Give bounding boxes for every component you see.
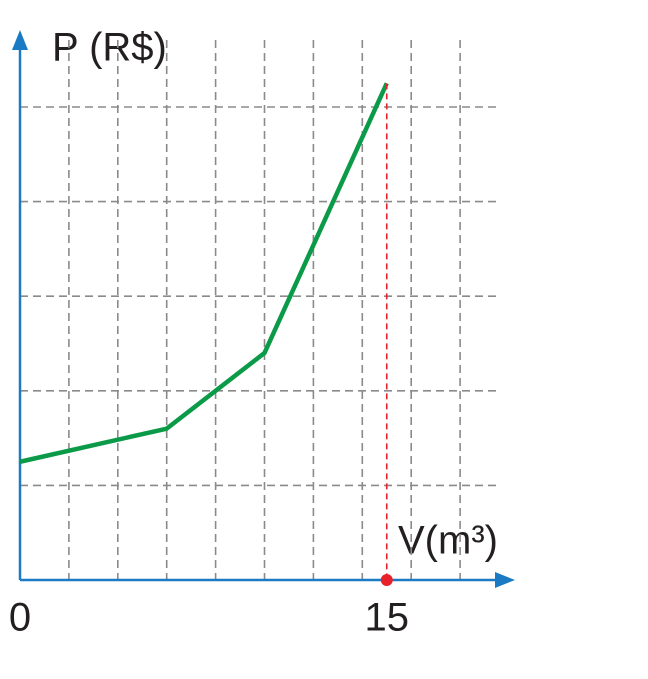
y-axis-arrow	[12, 30, 28, 50]
x-axis-arrow	[495, 572, 515, 588]
axis-marker	[380, 574, 393, 586]
data-line	[19, 82, 389, 464]
y-axis-label: P (R$)	[52, 26, 167, 70]
x-tick-label: 0	[9, 596, 31, 640]
x-axis-label: V(m³)	[398, 519, 498, 563]
x-tick-label: 15	[365, 596, 410, 640]
